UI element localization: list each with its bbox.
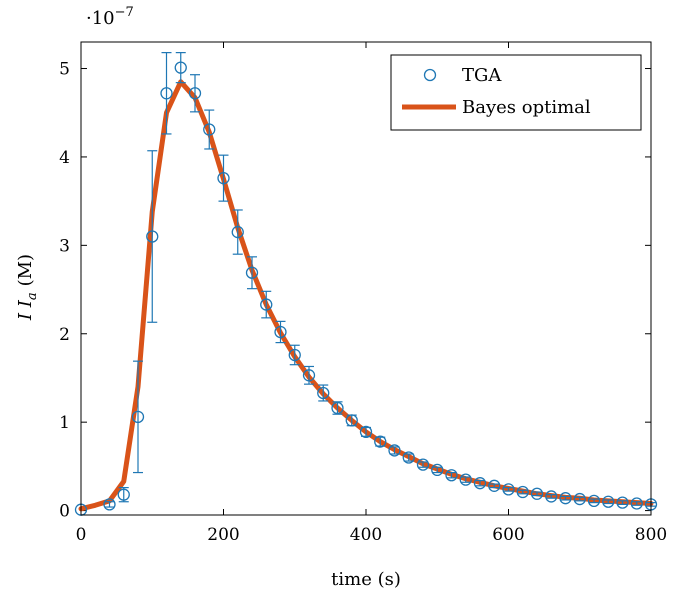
tga-point (345, 414, 358, 427)
tga-point (502, 483, 515, 496)
plot-area (74, 52, 658, 516)
y-axis-label-sub: a (25, 292, 40, 300)
tga-point (217, 172, 230, 185)
tga-point (245, 266, 259, 279)
legend-bayes-label: Bayes optimal (462, 97, 591, 118)
plot-frame (80, 41, 652, 516)
tga-point (516, 485, 529, 499)
tga-point (573, 492, 586, 506)
tga-point (559, 492, 572, 505)
tga-point (274, 325, 287, 339)
tga-point (602, 495, 615, 508)
legend: TGA Bayes optimal (390, 54, 642, 131)
y-axis-label-unit: (M) (15, 254, 36, 286)
x-tick-label: 400 (350, 525, 382, 545)
tga-point (530, 487, 544, 500)
tga-point (545, 490, 558, 503)
tga-point (103, 498, 116, 511)
tga-point (317, 386, 330, 400)
x-axis-label: time (s) (331, 569, 401, 590)
tga-point (402, 451, 415, 464)
tga-point (174, 61, 187, 74)
y-scale-base: ·10 (86, 8, 115, 29)
tga-point (445, 469, 458, 482)
x-ticks: 0 200 400 600 800 (76, 42, 667, 545)
tga-point (302, 369, 316, 382)
legend-tga-label: TGA (462, 65, 502, 86)
x-tick-label: 0 (76, 525, 87, 545)
tga-point (188, 87, 202, 100)
x-tick-label: 600 (492, 525, 524, 545)
y-axis-label-main: I I (15, 299, 36, 321)
tga-point (587, 494, 601, 508)
tga-point (160, 87, 173, 100)
tga-point (616, 496, 629, 509)
tga-point (473, 477, 487, 490)
y-tick-label: 3 (59, 236, 70, 256)
tga-point (359, 425, 373, 439)
tga-point (459, 473, 472, 486)
y-scale-exponent: −7 (115, 5, 134, 20)
y-tick-label: 2 (59, 325, 70, 345)
y-tick-label: 0 (59, 502, 70, 522)
tga-series (74, 52, 658, 516)
tga-point (416, 458, 430, 471)
tga-point (146, 230, 159, 243)
y-tick-label: 5 (59, 60, 70, 80)
y-tick-label: 4 (59, 148, 70, 168)
tga-point (431, 463, 444, 477)
y-axis-label: I Ia (M) (15, 254, 40, 321)
legend-box (390, 54, 642, 131)
y-scale-factor: ·10−7 (86, 5, 134, 29)
legend-tga-marker (423, 68, 437, 82)
tga-point (131, 410, 145, 424)
tga-point (117, 488, 130, 501)
tga-point (260, 298, 273, 311)
x-tick-label: 800 (635, 525, 667, 545)
bayes-line (78, 79, 654, 512)
tga-point (374, 435, 387, 448)
tga-point (203, 123, 216, 136)
tga-point (288, 348, 301, 362)
tga-point (630, 497, 643, 510)
y-tick-label: 1 (59, 413, 70, 433)
tga-point (231, 225, 244, 239)
tga-point (331, 401, 344, 415)
x-tick-label: 200 (207, 525, 239, 545)
tga-point (388, 444, 401, 457)
tga-point (488, 479, 501, 492)
bayes-series (78, 79, 654, 512)
